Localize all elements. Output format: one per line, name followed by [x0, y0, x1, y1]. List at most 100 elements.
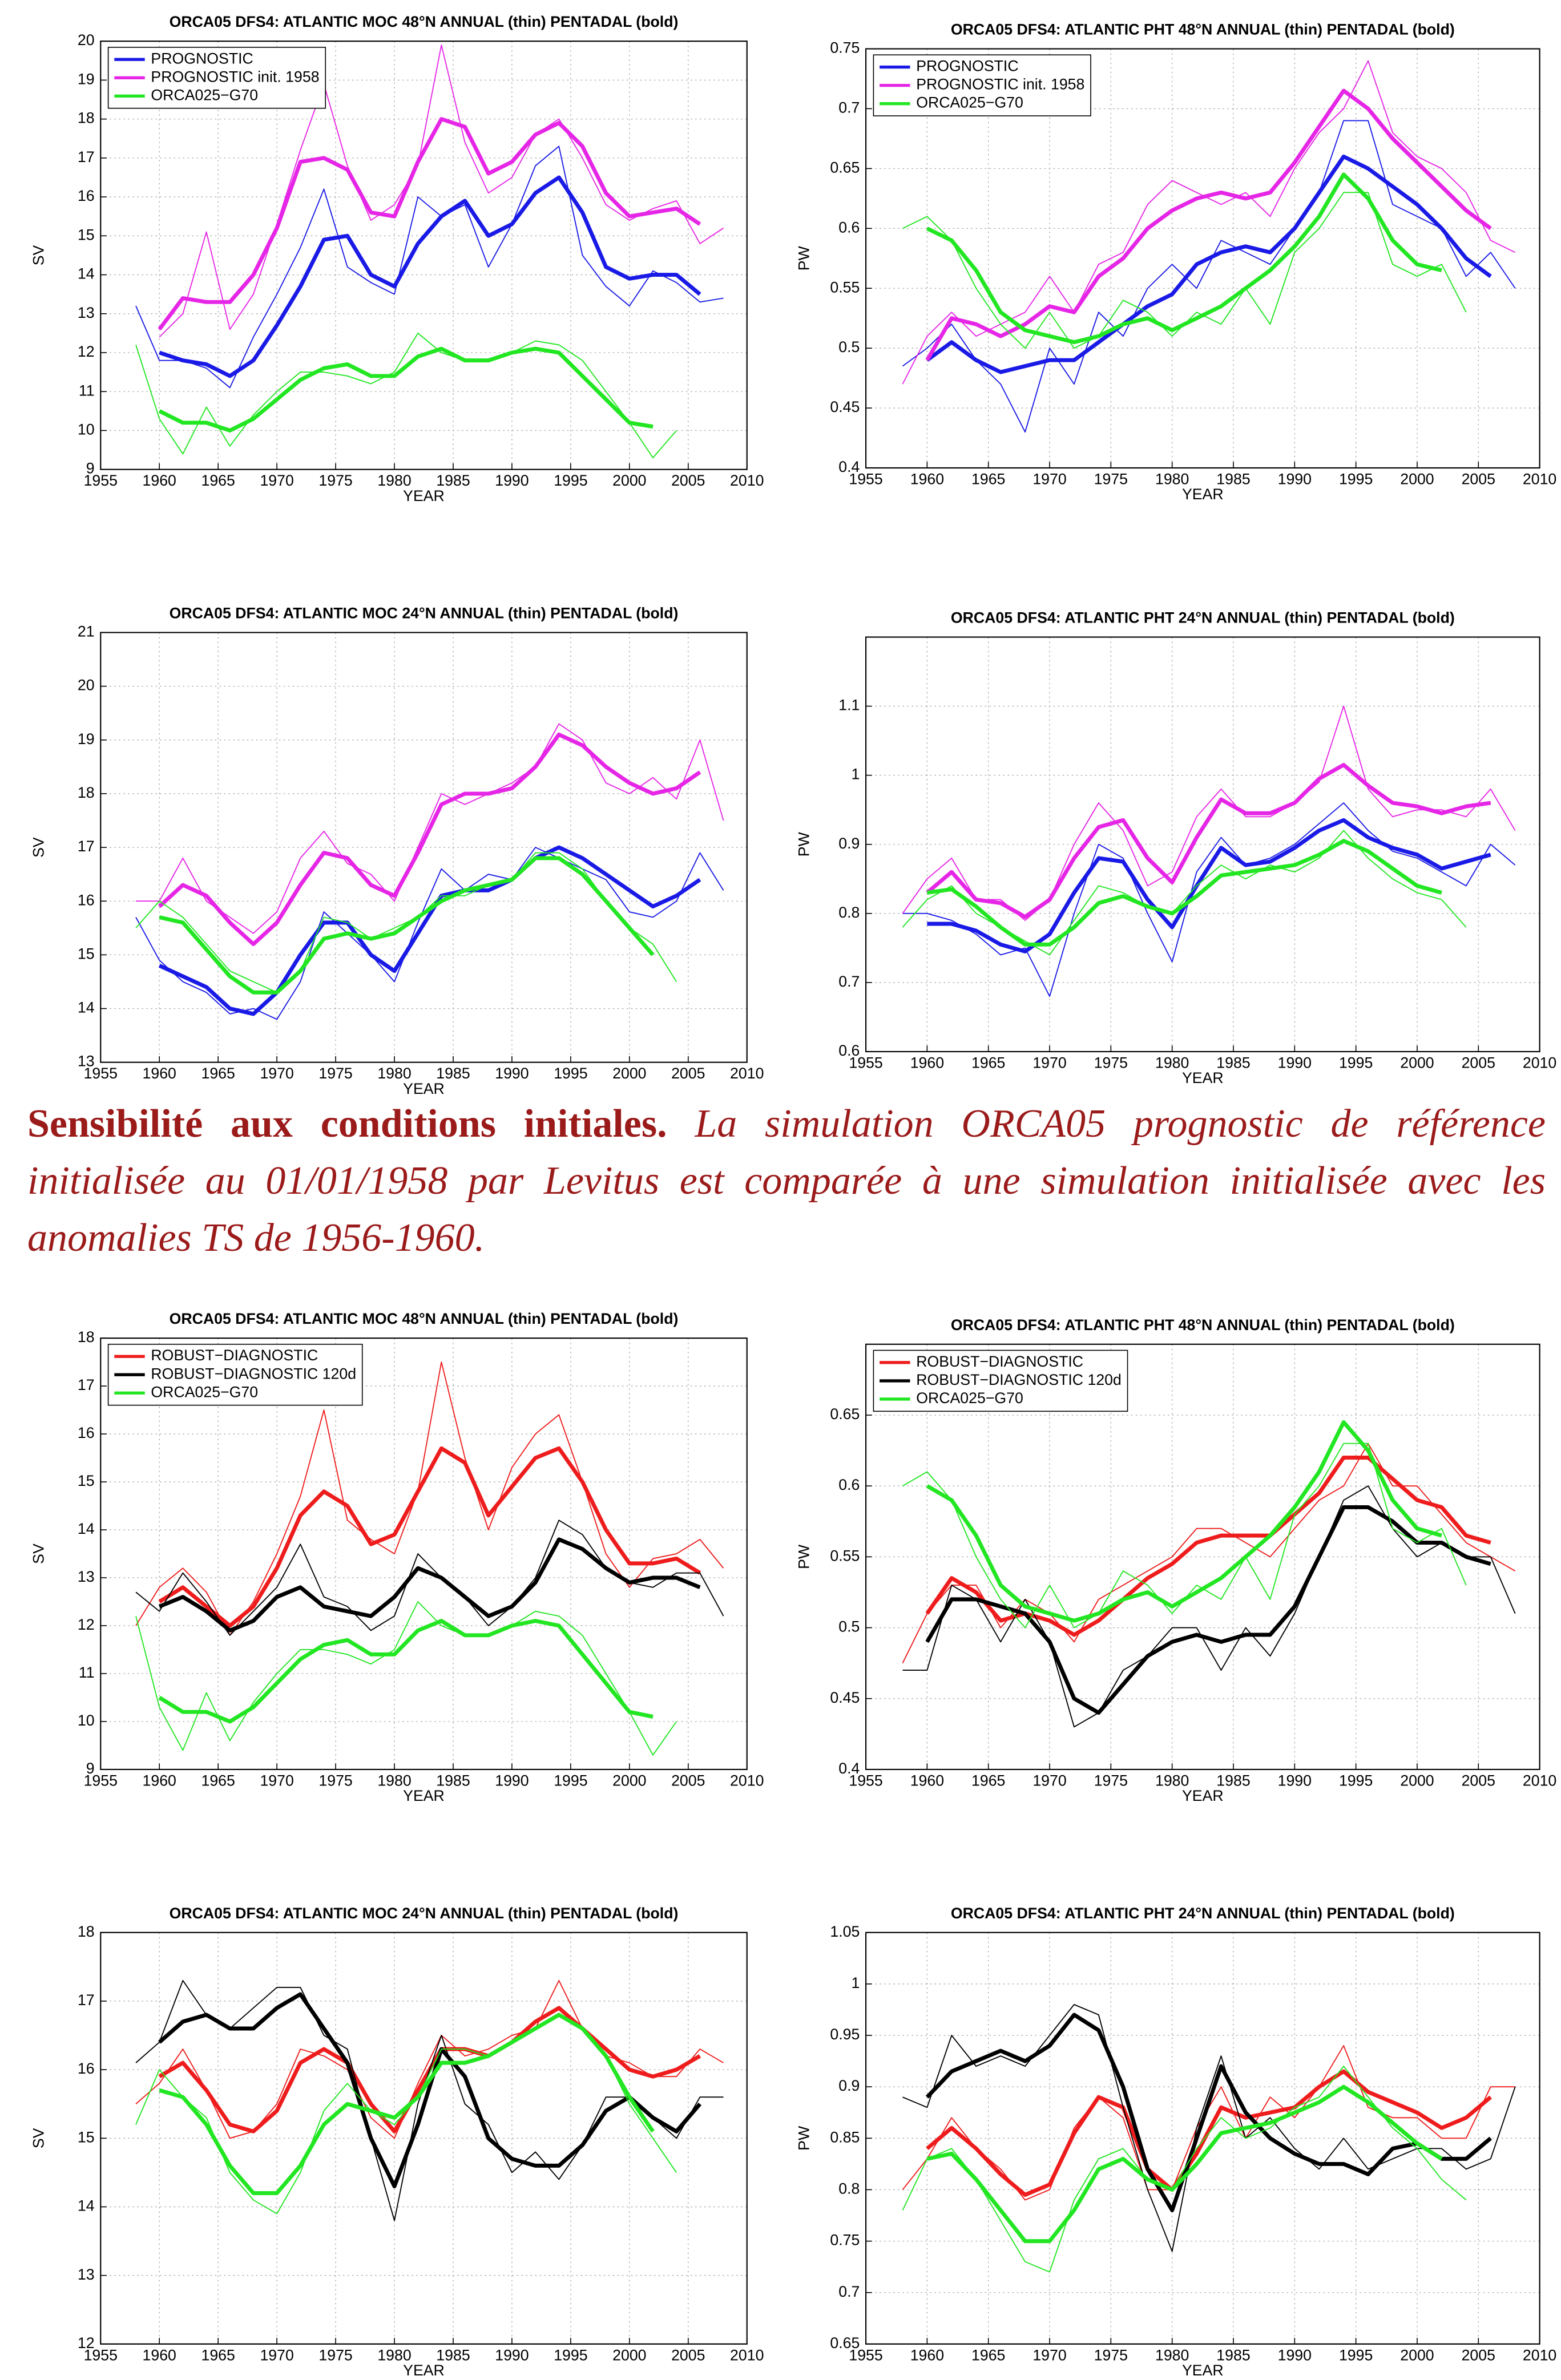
x-tick-label: 2000	[612, 472, 646, 489]
y-tick-label: 9	[86, 460, 95, 477]
x-tick-label: 1995	[1339, 2346, 1373, 2363]
x-tick-label: 1965	[201, 472, 235, 489]
y-tick-label: 18	[78, 1328, 95, 1345]
x-tick-label: 1985	[1216, 1772, 1250, 1789]
chart: 1955 1960 1965 1970 1975 1980 1985 1990 1995 2000…	[30, 604, 764, 1097]
y-tick-label: 13	[78, 1053, 95, 1070]
pentadal-line	[925, 1505, 1491, 1715]
legend-label: PROGNOSTIC init. 1958	[151, 68, 319, 85]
y-axis-label: PW	[795, 831, 812, 856]
x-tick-label: 1960	[910, 1054, 944, 1071]
x-tick-label: 1985	[436, 1772, 470, 1789]
x-tick-label: 1965	[201, 1772, 235, 1789]
x-tick-label: 1980	[377, 1772, 411, 1789]
x-tick-label: 1970	[260, 1772, 293, 1789]
x-tick-label: 1960	[143, 2346, 176, 2363]
y-tick-label: 0.85	[830, 2128, 860, 2145]
y-tick-label: 18	[78, 1923, 95, 1940]
x-tick-label: 1985	[1216, 2346, 1250, 2363]
y-tick-label: 11	[79, 1664, 95, 1681]
y-tick-label: 0.7	[838, 2283, 860, 2300]
x-tick-label: 2010	[730, 472, 764, 489]
x-tick-label: 1955	[849, 2346, 882, 2363]
y-tick-label: 0.4	[838, 1760, 860, 1777]
legend-label: ROBUST−DIAGNOSTIC 120d	[916, 1371, 1122, 1388]
axes-frame	[865, 1932, 1540, 2345]
y-tick-label: 0.7	[838, 99, 860, 116]
y-tick-label: 0.8	[838, 2180, 860, 2197]
legend-label: ORCA025−G70	[151, 1383, 258, 1400]
annual-line	[902, 1442, 1516, 1664]
x-tick-label: 1985	[436, 472, 470, 489]
x-tick-label: 1995	[1339, 1772, 1373, 1789]
x-axis-label: YEAR	[403, 1787, 445, 1804]
x-axis-label: YEAR	[403, 2362, 445, 2379]
x-tick-label: 1990	[495, 472, 529, 489]
x-tick-label: 1975	[318, 472, 352, 489]
x-tick-label: 2000	[1400, 1772, 1434, 1789]
y-tick-label: 12	[78, 1616, 95, 1633]
x-tick-label: 1970	[1032, 470, 1066, 487]
y-tick-label: 21	[78, 623, 95, 640]
annual-line	[902, 2004, 1516, 2252]
axes-frame	[865, 48, 1540, 469]
y-tick-label: 10	[78, 1712, 95, 1729]
y-tick-label: 0.65	[830, 1405, 860, 1423]
x-tick-label: 2005	[671, 1065, 705, 1082]
pentadal-line	[925, 2013, 1492, 2213]
legend-label: ORCA025−G70	[151, 86, 258, 103]
annual-line	[902, 2066, 1467, 2273]
x-tick-label: 2005	[1462, 1054, 1495, 1071]
y-tick-label: 14	[78, 265, 95, 282]
y-tick-label: 0.65	[830, 159, 860, 176]
x-tick-label: 1970	[1032, 1054, 1066, 1071]
x-tick-label: 1955	[84, 2346, 118, 2363]
legend-label: ROBUST−DIAGNOSTIC	[916, 1353, 1083, 1370]
pentadal-line	[926, 1420, 1442, 1623]
annual-line	[135, 1979, 724, 2139]
x-axis-label: YEAR	[1182, 486, 1224, 503]
x-tick-label: 1965	[201, 2346, 235, 2363]
x-tick-label: 2000	[1400, 2346, 1434, 2363]
x-tick-label: 1990	[495, 1065, 529, 1082]
x-tick-label: 1970	[260, 2346, 293, 2363]
x-tick-label: 1970	[1032, 1772, 1066, 1789]
chart-title: ORCA05 DFS4: ATLANTIC PHT 48°N ANNUAL (t…	[951, 1316, 1455, 1334]
y-axis-label: PW	[795, 245, 812, 270]
y-tick-label: 13	[78, 304, 95, 321]
x-tick-label: 1955	[849, 470, 882, 487]
y-tick-label: 14	[78, 999, 95, 1016]
y-tick-label: 20	[78, 31, 95, 49]
chart-title: ORCA05 DFS4: ATLANTIC PHT 24°N ANNUAL (t…	[951, 1905, 1455, 1922]
y-tick-label: 0.6	[838, 1476, 860, 1493]
y-tick-label: 0.5	[838, 1618, 860, 1635]
x-tick-label: 1965	[971, 2346, 1005, 2363]
x-tick-label: 1965	[971, 470, 1005, 487]
y-axis-label: SV	[30, 837, 47, 858]
x-axis-label: YEAR	[1182, 1787, 1224, 1804]
annual-line	[135, 1601, 677, 1756]
y-tick-label: 15	[78, 226, 95, 243]
plot-area	[100, 1932, 747, 2344]
x-tick-label: 1980	[1155, 470, 1189, 487]
x-tick-label: 2010	[730, 1772, 764, 1789]
x-tick-label: 2010	[730, 2346, 764, 2363]
x-tick-label: 1960	[143, 1065, 176, 1082]
pentadal-line	[927, 818, 1491, 953]
chart-title: ORCA05 DFS4: ATLANTIC MOC 24°N ANNUAL (t…	[170, 1905, 679, 1922]
x-tick-label: 1955	[84, 1772, 118, 1789]
pentadal-line	[158, 117, 701, 331]
y-tick-label: 0.7	[838, 973, 860, 990]
legend-label: PROGNOSTIC init. 1958	[916, 76, 1084, 93]
x-tick-label: 1960	[910, 2346, 944, 2363]
y-tick-label: 14	[78, 2197, 95, 2215]
y-axis-label: SV	[30, 1543, 47, 1564]
pentadal-line	[926, 2084, 1443, 2244]
legend-box	[873, 1349, 1128, 1412]
x-tick-label: 1960	[910, 470, 944, 487]
y-tick-label: 16	[78, 2060, 95, 2077]
caption-heading: Sensibilité aux conditions initiales.	[27, 1102, 667, 1146]
y-tick-label: 0.9	[838, 835, 860, 852]
x-tick-label: 1975	[318, 2346, 352, 2363]
